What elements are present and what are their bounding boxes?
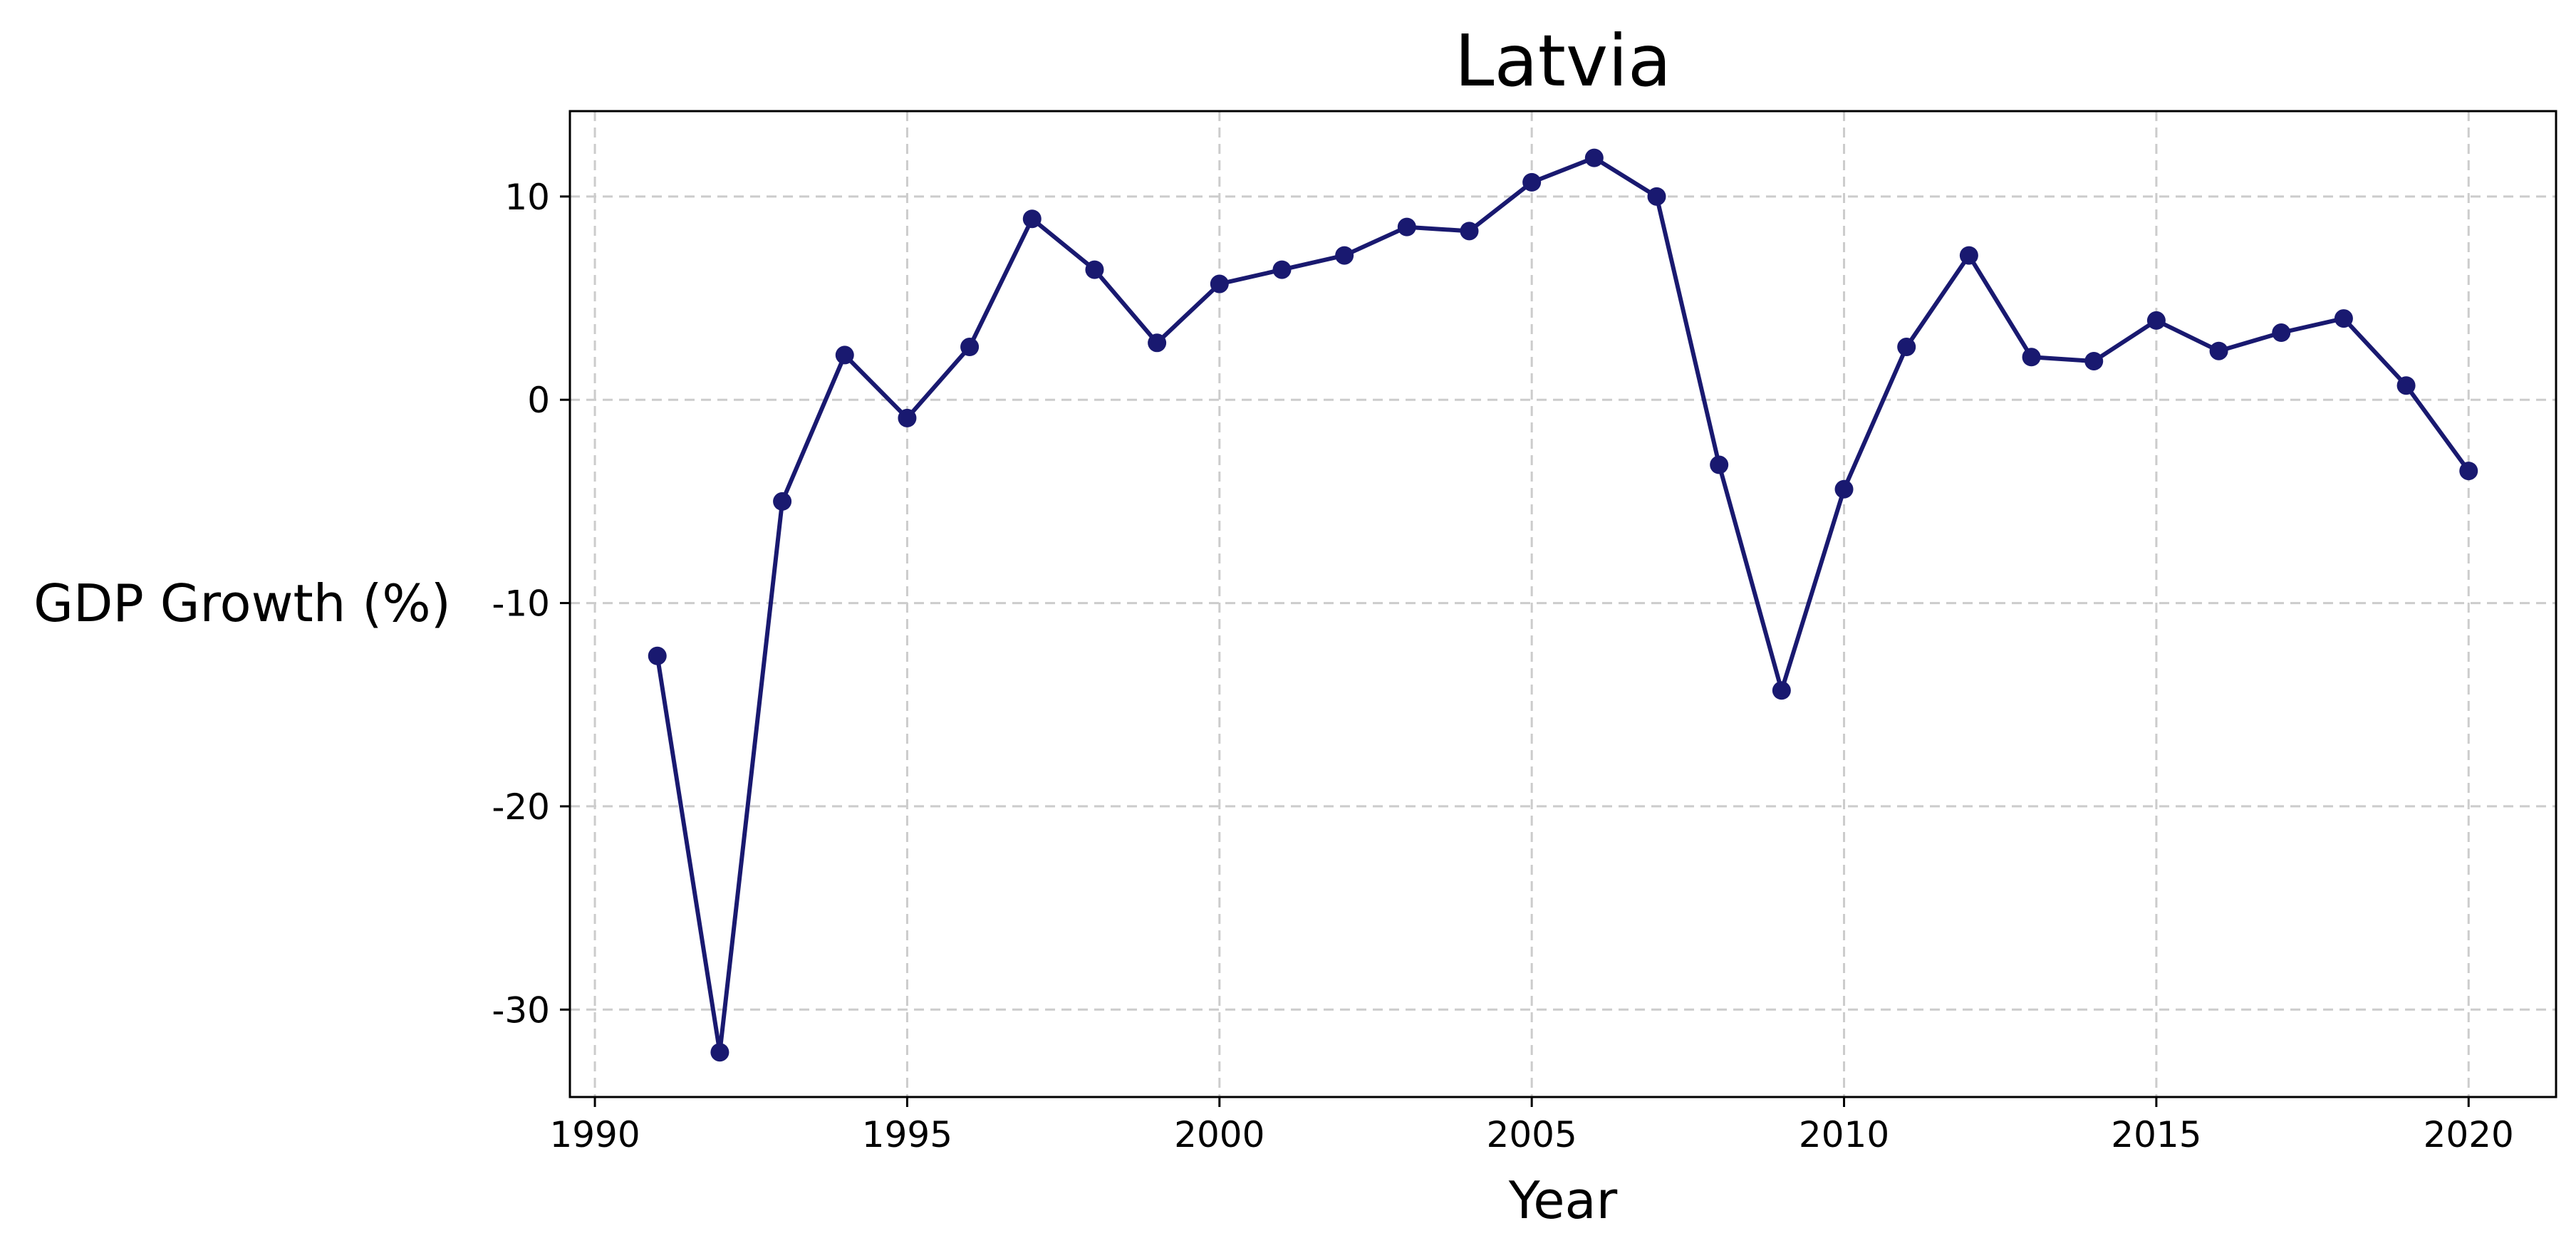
chart-title: Latvia: [1455, 19, 1671, 103]
series-layer: [648, 148, 2478, 1062]
x-tick-label: 1995: [862, 1114, 952, 1155]
x-tick-label: 2010: [1799, 1114, 1889, 1155]
series-line: [655, 155, 2471, 1055]
y-tick-label: 10: [504, 177, 550, 218]
data-point: [2459, 462, 2478, 481]
data-point: [1772, 681, 1791, 700]
data-point: [1397, 217, 1416, 236]
grid-layer: [570, 111, 2556, 1097]
data-point: [1335, 246, 1354, 265]
y-tick-label: -30: [492, 989, 550, 1031]
data-point: [1460, 222, 1479, 241]
data-point: [1959, 246, 1978, 265]
y-axis-ticks: 10 0 -10 -20 -30: [492, 177, 570, 1031]
data-point: [2272, 323, 2291, 343]
data-point: [2209, 341, 2228, 360]
data-point: [2146, 311, 2166, 330]
data-point: [835, 345, 854, 365]
data-point: [1897, 338, 1916, 357]
data-point: [2334, 309, 2353, 328]
data-point: [2084, 351, 2104, 370]
y-tick-label: -10: [492, 583, 550, 625]
data-point: [1834, 479, 1854, 499]
y-tick-label: 0: [527, 380, 550, 421]
data-point: [1710, 455, 1729, 474]
x-tick-label: 2005: [1487, 1114, 1577, 1155]
data-point: [1584, 148, 1604, 167]
data-point: [1647, 187, 1666, 206]
data-point: [2022, 348, 2041, 367]
data-point: [1148, 333, 1167, 353]
data-point: [773, 492, 792, 511]
x-tick-label: 2000: [1174, 1114, 1264, 1155]
x-axis-ticks: 1990 1995 2000 2005 2010 2015 2020: [549, 1097, 2514, 1155]
data-point: [1210, 274, 1229, 293]
data-point: [1522, 172, 1542, 192]
y-axis-label: GDP Growth (%): [33, 573, 451, 633]
x-axis-label: Year: [1508, 1170, 1618, 1230]
data-point: [1272, 260, 1292, 279]
x-tick-label: 1990: [549, 1114, 640, 1155]
x-tick-label: 2015: [2111, 1114, 2201, 1155]
data-point: [648, 646, 667, 665]
x-tick-label: 2020: [2424, 1114, 2514, 1155]
data-point: [2396, 376, 2416, 395]
data-point: [898, 408, 917, 427]
y-tick-label: -20: [492, 786, 550, 828]
data-point: [1022, 209, 1042, 229]
data-point: [710, 1043, 729, 1062]
data-point: [960, 338, 980, 357]
data-point: [1085, 260, 1104, 279]
